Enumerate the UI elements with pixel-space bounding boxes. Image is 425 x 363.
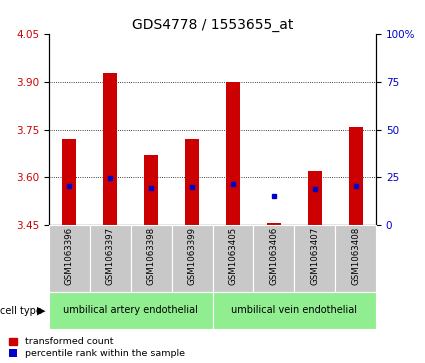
Bar	[49, 225, 90, 292]
Bar	[172, 225, 212, 292]
Text: GSM1063397: GSM1063397	[106, 227, 115, 285]
Bar	[131, 225, 172, 292]
Bar	[267, 224, 281, 225]
Text: GSM1063398: GSM1063398	[147, 227, 156, 285]
Text: GSM1063405: GSM1063405	[229, 227, 238, 285]
Text: cell type: cell type	[0, 306, 42, 316]
Bar	[212, 34, 253, 225]
Bar	[172, 34, 212, 225]
Title: GDS4778 / 1553655_at: GDS4778 / 1553655_at	[132, 18, 293, 32]
Text: GSM1063396: GSM1063396	[65, 227, 74, 285]
Bar	[49, 34, 90, 225]
Bar	[103, 73, 117, 225]
Text: umbilical artery endothelial: umbilical artery endothelial	[63, 305, 198, 315]
Bar	[212, 225, 253, 292]
Bar	[348, 127, 363, 225]
Text: GSM1063399: GSM1063399	[187, 227, 196, 285]
Bar	[212, 292, 376, 329]
Bar	[335, 34, 376, 225]
Bar	[130, 34, 172, 225]
Text: GSM1063407: GSM1063407	[310, 227, 319, 285]
Text: ▶: ▶	[37, 306, 46, 316]
Bar	[49, 292, 212, 329]
Bar	[294, 34, 335, 225]
Bar	[185, 139, 199, 225]
Text: GSM1063406: GSM1063406	[269, 227, 278, 285]
Text: umbilical vein endothelial: umbilical vein endothelial	[231, 305, 357, 315]
Bar	[90, 34, 130, 225]
Bar	[144, 155, 158, 225]
Bar	[226, 82, 240, 225]
Bar	[308, 171, 322, 225]
Bar	[335, 225, 376, 292]
Bar	[90, 225, 131, 292]
Legend: transformed count, percentile rank within the sample: transformed count, percentile rank withi…	[9, 338, 185, 358]
Text: GSM1063408: GSM1063408	[351, 227, 360, 285]
Bar	[294, 225, 335, 292]
Bar	[253, 34, 294, 225]
Bar	[62, 139, 76, 225]
Bar	[253, 225, 294, 292]
